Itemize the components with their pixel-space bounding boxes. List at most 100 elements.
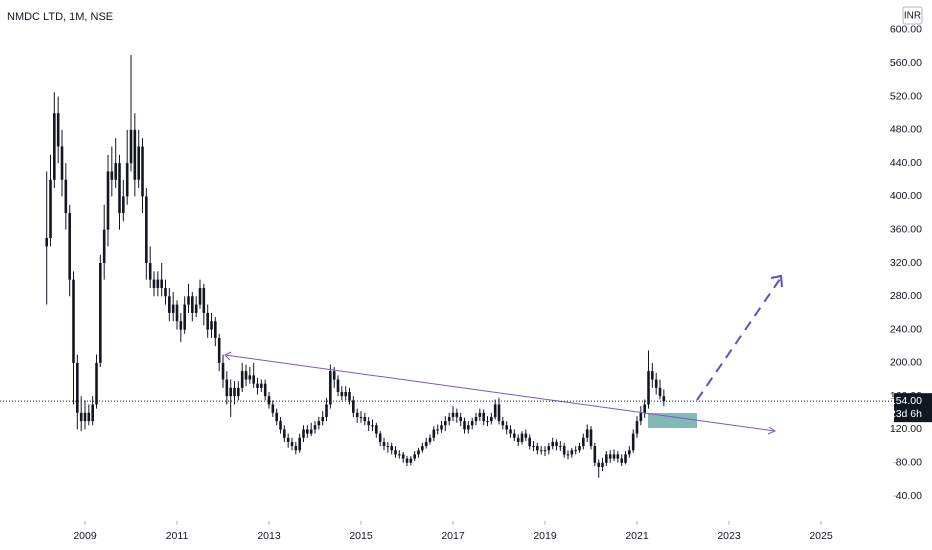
candle-body [436, 429, 439, 431]
candle-body [582, 437, 585, 447]
candle-body [45, 238, 48, 247]
candle-body [325, 404, 328, 417]
y-tick-label: 360.00 [890, 223, 922, 235]
candle-body [536, 446, 539, 451]
candle-body [566, 454, 570, 456]
candle-body [313, 425, 317, 430]
candle-body [118, 163, 121, 214]
candle-body [551, 441, 554, 447]
candle-body [662, 396, 666, 402]
candle-body [367, 421, 370, 426]
x-tick-label: 2011 [166, 530, 189, 542]
candle-body [608, 454, 612, 459]
candle-body [421, 446, 424, 451]
candle-body [398, 454, 401, 456]
candle-body [593, 446, 597, 463]
candle-body [298, 437, 301, 451]
candle-body [382, 441, 386, 447]
candle-body [160, 279, 163, 288]
candle-body [183, 304, 186, 330]
candle-body [56, 113, 60, 147]
candle-body [72, 279, 75, 363]
candle-body [275, 412, 278, 422]
currency-box[interactable] [902, 6, 923, 25]
candle-body [631, 433, 635, 451]
candle-body [612, 454, 616, 459]
candle-body [125, 163, 129, 197]
candle-body [286, 437, 290, 442]
candle-body [252, 375, 255, 384]
candle-body [624, 454, 627, 463]
candle-body [256, 383, 259, 388]
candle-body [578, 446, 581, 451]
y-tick-label: 440.00 [890, 157, 922, 169]
candle-body [401, 454, 405, 459]
trend-line-arrows [224, 351, 777, 435]
candle-body [53, 113, 56, 180]
candle-body [601, 462, 604, 467]
candle-body [283, 429, 286, 438]
candle-body [137, 146, 140, 180]
x-tick-label: 2019 [533, 530, 557, 542]
candle-body [221, 362, 225, 380]
candle-body [156, 279, 160, 288]
candle-body [114, 163, 117, 180]
candle-body [355, 412, 359, 417]
candle-body [206, 312, 209, 330]
candle-body [194, 304, 198, 313]
candle-body [428, 437, 432, 442]
candle-body [321, 416, 324, 422]
candle-body [474, 416, 478, 422]
candle-body [60, 146, 64, 180]
candle-body [145, 196, 148, 263]
candle-body [562, 446, 566, 455]
candle-body [248, 375, 252, 380]
candle-body [539, 450, 543, 452]
candle-body [237, 387, 240, 397]
candle-body [463, 421, 466, 430]
candle-body [455, 412, 459, 417]
candle-body [451, 412, 455, 417]
candle-body [171, 304, 175, 313]
candle-body [643, 404, 646, 413]
candle-body [179, 321, 183, 330]
y-tick-label: 120.00 [890, 423, 922, 435]
candle-body [555, 441, 558, 447]
candle-body [217, 337, 221, 363]
candle-body [654, 379, 658, 388]
candle-body [106, 171, 110, 230]
candle-body [493, 404, 497, 417]
candle-body [133, 129, 137, 180]
y-tick-label: 400.00 [890, 190, 922, 202]
y-tick-label: 40.00 [896, 490, 922, 502]
candle-body [616, 454, 620, 459]
candle-body [432, 429, 436, 438]
candle-body [597, 462, 600, 467]
candle-body [409, 458, 413, 463]
candle-body [375, 425, 378, 434]
candle-body [95, 362, 98, 405]
y-tick-label: 560.00 [890, 57, 922, 69]
candle-body [559, 446, 562, 448]
candle-body [505, 425, 508, 430]
candle-body [651, 371, 654, 380]
candle-body [440, 425, 443, 430]
candle-body [260, 383, 263, 388]
candle-body [294, 446, 298, 451]
candle-body [329, 371, 332, 405]
candle-body [447, 416, 451, 422]
y-tick-label: 600.00 [890, 24, 922, 36]
candle-body [148, 262, 152, 280]
candle-body [175, 304, 179, 322]
currency-label: INR [904, 11, 921, 22]
countdown-label: 23d 6h [890, 408, 922, 420]
candle-body [263, 383, 267, 397]
candle-body [110, 171, 114, 180]
x-tick-label: 2025 [809, 530, 833, 542]
candle-body [405, 458, 409, 463]
candle-body [635, 421, 639, 434]
candle-body [417, 450, 420, 455]
y-tick-label: 480.00 [890, 124, 922, 136]
x-tick-label: 2017 [441, 530, 465, 542]
